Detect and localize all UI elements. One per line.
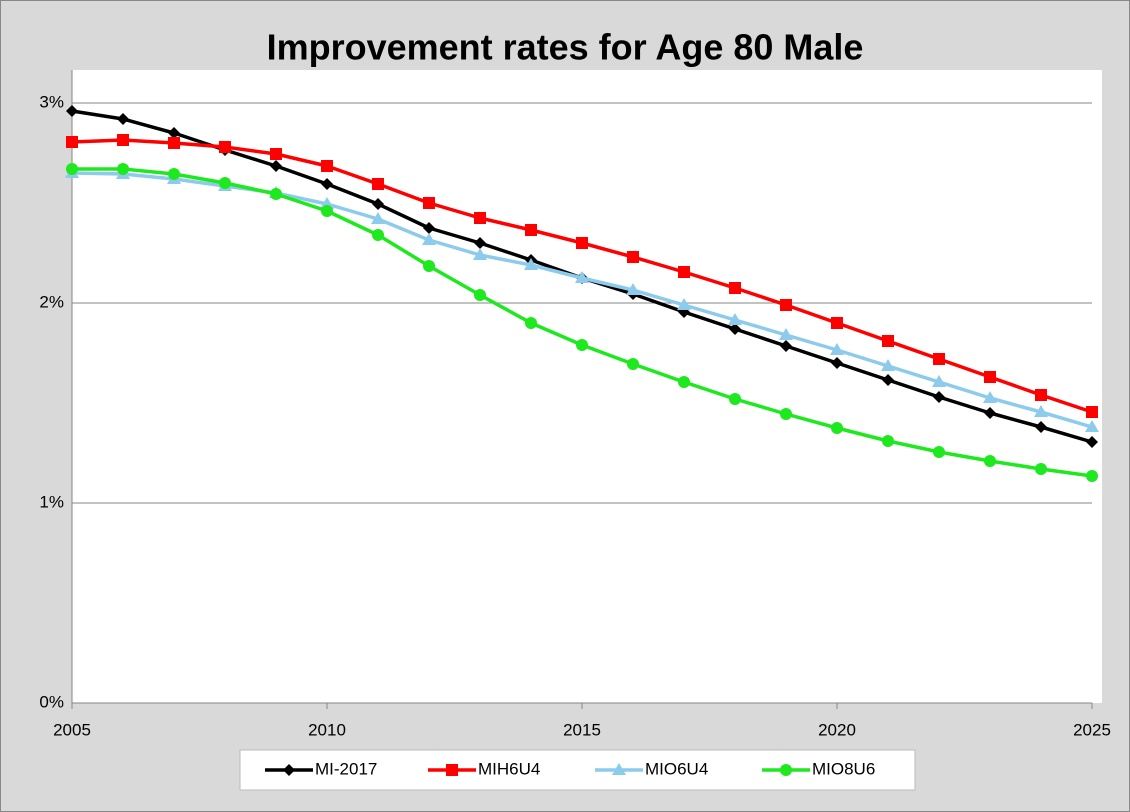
data-point — [932, 375, 946, 387]
data-point — [831, 357, 843, 369]
x-tick-label: 2015 — [563, 720, 601, 739]
data-point — [780, 408, 792, 420]
data-point — [1035, 463, 1047, 475]
data-point — [371, 212, 385, 224]
data-point — [1086, 406, 1098, 418]
data-point — [372, 198, 384, 210]
y-tick-label: 3% — [39, 92, 64, 111]
x-tick-label: 2010 — [308, 720, 346, 739]
data-point — [168, 137, 180, 149]
legend-label: MIO6U4 — [645, 759, 708, 778]
data-point — [117, 113, 129, 125]
data-point — [729, 282, 741, 294]
data-point — [320, 197, 334, 209]
data-point — [117, 134, 129, 146]
data-point — [525, 224, 537, 236]
data-point — [1035, 421, 1047, 433]
data-point — [1035, 389, 1047, 401]
data-point — [882, 374, 894, 386]
x-tick-label: 2025 — [1073, 720, 1111, 739]
data-point — [1034, 405, 1048, 417]
data-point — [831, 317, 843, 329]
data-point — [270, 160, 282, 172]
data-point — [1086, 470, 1098, 482]
legend-label: MI-2017 — [315, 759, 377, 778]
data-point — [423, 222, 435, 234]
legend-marker — [780, 764, 792, 776]
data-point — [627, 251, 639, 263]
data-point — [270, 188, 282, 200]
data-point — [321, 178, 333, 190]
data-point — [728, 313, 742, 325]
data-point — [576, 339, 588, 351]
data-point — [780, 340, 792, 352]
legend-label: MIH6U4 — [478, 759, 540, 778]
data-point — [1086, 436, 1098, 448]
data-point — [627, 358, 639, 370]
y-tick-label: 1% — [39, 492, 64, 511]
data-point — [168, 168, 180, 180]
data-point — [473, 248, 487, 260]
data-point — [423, 260, 435, 272]
data-point — [525, 317, 537, 329]
legend-label: MIO8U6 — [812, 759, 875, 778]
data-point — [576, 237, 588, 249]
data-point — [168, 127, 180, 139]
data-point — [524, 258, 538, 270]
x-tick-label: 2020 — [818, 720, 856, 739]
data-point — [219, 141, 231, 153]
data-point — [933, 446, 945, 458]
data-point — [626, 283, 640, 295]
chart-title: Improvement rates for Age 80 Male — [267, 27, 864, 68]
data-point — [474, 289, 486, 301]
data-point — [678, 376, 690, 388]
y-tick-label: 2% — [39, 292, 64, 311]
data-point — [66, 105, 78, 117]
legend-marker — [612, 763, 626, 775]
data-point — [983, 391, 997, 403]
data-point — [423, 197, 435, 209]
data-point — [474, 212, 486, 224]
data-point — [474, 237, 486, 249]
data-point — [882, 435, 894, 447]
data-point — [881, 359, 895, 371]
data-point — [66, 136, 78, 148]
data-point — [933, 353, 945, 365]
data-point — [933, 391, 945, 403]
data-point — [1085, 420, 1099, 432]
data-point — [66, 163, 78, 175]
data-point — [372, 229, 384, 241]
data-point — [831, 422, 843, 434]
data-point — [678, 266, 690, 278]
data-point — [117, 163, 129, 175]
plot-area — [72, 70, 1102, 703]
data-point — [984, 455, 996, 467]
legend-marker — [283, 764, 295, 776]
data-point — [219, 177, 231, 189]
data-point — [729, 323, 741, 335]
data-point — [779, 328, 793, 340]
data-point — [372, 178, 384, 190]
data-point — [422, 233, 436, 245]
data-point — [575, 271, 589, 283]
data-point — [270, 148, 282, 160]
data-point — [321, 205, 333, 217]
data-point — [830, 343, 844, 355]
data-point — [984, 371, 996, 383]
data-point — [780, 299, 792, 311]
y-tick-label: 0% — [39, 692, 64, 711]
data-point — [729, 393, 741, 405]
data-point — [882, 335, 894, 347]
data-point — [321, 160, 333, 172]
legend-marker — [446, 764, 458, 776]
x-tick-label: 2005 — [53, 720, 91, 739]
data-point — [677, 298, 691, 310]
data-point — [984, 407, 996, 419]
